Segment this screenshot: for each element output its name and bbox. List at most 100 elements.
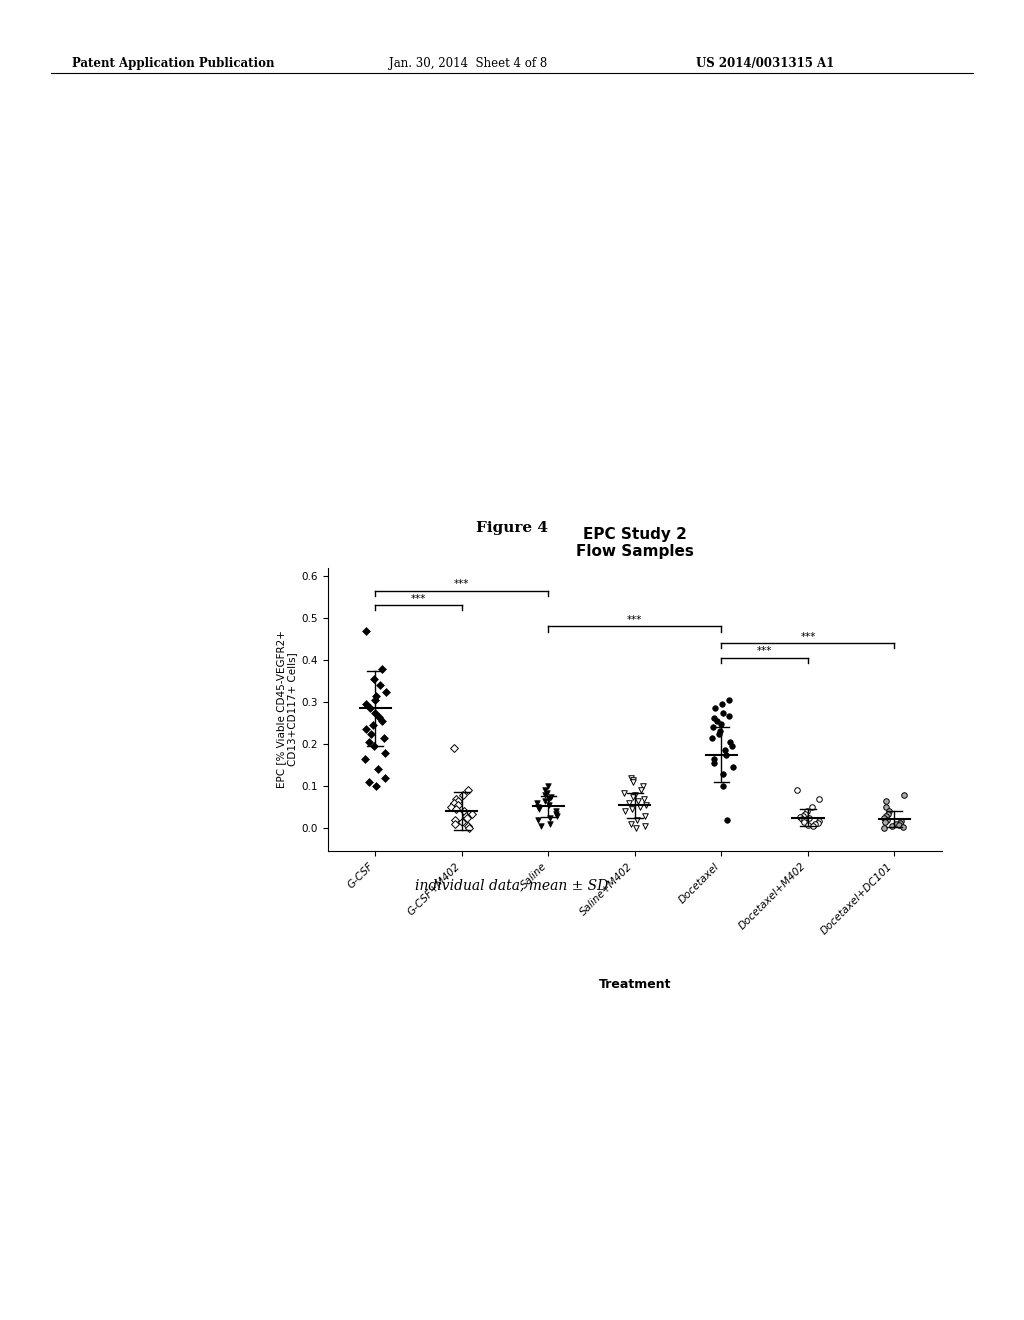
Point bbox=[635, 776, 651, 797]
Point bbox=[707, 698, 723, 719]
Text: ***: *** bbox=[411, 594, 426, 603]
Point bbox=[638, 795, 654, 816]
Point bbox=[715, 702, 731, 723]
Point bbox=[541, 795, 557, 816]
Point bbox=[636, 816, 652, 837]
Point bbox=[633, 780, 649, 801]
Point bbox=[717, 741, 733, 762]
Point bbox=[896, 784, 912, 805]
Point bbox=[630, 791, 646, 812]
Point bbox=[378, 681, 394, 702]
Point bbox=[712, 721, 728, 742]
Point bbox=[542, 813, 558, 834]
Point bbox=[888, 813, 904, 834]
Point bbox=[792, 807, 808, 828]
Point bbox=[538, 780, 554, 801]
Point bbox=[623, 767, 639, 788]
Point bbox=[456, 801, 472, 822]
Point bbox=[455, 784, 471, 805]
Point bbox=[876, 808, 892, 829]
Point bbox=[548, 803, 564, 824]
Point bbox=[893, 810, 909, 832]
Point bbox=[788, 780, 805, 801]
Point bbox=[625, 770, 641, 791]
Point bbox=[446, 809, 463, 830]
Point bbox=[878, 791, 894, 812]
Y-axis label: EPC [% Viable CD45-VEGFR2+
CD13+CD117+ Cells]: EPC [% Viable CD45-VEGFR2+ CD13+CD117+ C… bbox=[275, 631, 297, 788]
Point bbox=[458, 805, 474, 826]
Point bbox=[451, 795, 467, 816]
Point bbox=[706, 717, 722, 738]
Point bbox=[714, 694, 730, 715]
Point bbox=[377, 742, 393, 763]
Point bbox=[722, 731, 738, 752]
Point bbox=[636, 788, 652, 809]
Point bbox=[637, 805, 653, 826]
Text: US 2014/0031315 A1: US 2014/0031315 A1 bbox=[696, 57, 835, 70]
X-axis label: Treatment: Treatment bbox=[599, 978, 671, 991]
Point bbox=[537, 791, 553, 812]
Point bbox=[459, 808, 475, 829]
Point bbox=[627, 784, 643, 805]
Point bbox=[360, 731, 377, 752]
Point bbox=[357, 719, 374, 741]
Point bbox=[724, 756, 740, 777]
Point bbox=[880, 803, 896, 824]
Point bbox=[370, 759, 386, 780]
Point bbox=[529, 797, 546, 818]
Point bbox=[632, 797, 648, 818]
Point bbox=[376, 727, 392, 748]
Text: ***: *** bbox=[454, 579, 469, 589]
Text: Figure 4: Figure 4 bbox=[476, 520, 548, 535]
Point bbox=[539, 781, 555, 803]
Point bbox=[811, 810, 827, 832]
Point bbox=[801, 814, 817, 836]
Point bbox=[706, 708, 722, 729]
Point bbox=[705, 727, 721, 748]
Point bbox=[366, 735, 382, 756]
Point bbox=[362, 723, 379, 744]
Point bbox=[795, 805, 811, 826]
Point bbox=[368, 685, 384, 706]
Title: EPC Study 2
Flow Samples: EPC Study 2 Flow Samples bbox=[575, 527, 694, 560]
Point bbox=[801, 808, 817, 829]
Point bbox=[450, 791, 466, 812]
Point bbox=[628, 817, 644, 838]
Point bbox=[721, 689, 737, 710]
Point bbox=[361, 771, 378, 792]
Point bbox=[374, 657, 390, 678]
Point bbox=[534, 816, 550, 837]
Point bbox=[464, 803, 480, 824]
Point bbox=[625, 771, 641, 792]
Point bbox=[447, 799, 464, 820]
Point bbox=[718, 744, 734, 766]
Point bbox=[892, 813, 908, 834]
Point bbox=[543, 787, 559, 808]
Point bbox=[460, 816, 476, 837]
Text: ***: *** bbox=[627, 615, 643, 624]
Point bbox=[356, 748, 373, 770]
Text: Jan. 30, 2014  Sheet 4 of 8: Jan. 30, 2014 Sheet 4 of 8 bbox=[389, 57, 548, 70]
Point bbox=[622, 792, 638, 813]
Point bbox=[706, 748, 722, 770]
Point bbox=[794, 808, 810, 829]
Point bbox=[796, 809, 812, 830]
Point bbox=[541, 776, 557, 797]
Point bbox=[713, 713, 729, 734]
Point bbox=[365, 714, 381, 735]
Point bbox=[876, 817, 892, 838]
Point bbox=[371, 706, 387, 727]
Point bbox=[541, 788, 557, 809]
Point bbox=[719, 809, 735, 830]
Point bbox=[460, 780, 476, 801]
Point bbox=[529, 809, 546, 830]
Text: Patent Application Publication: Patent Application Publication bbox=[72, 57, 274, 70]
Point bbox=[374, 710, 390, 731]
Point bbox=[804, 797, 820, 818]
Point bbox=[807, 813, 823, 834]
Point bbox=[454, 812, 470, 833]
Point bbox=[447, 813, 464, 834]
Point bbox=[878, 812, 894, 833]
Point bbox=[369, 776, 385, 797]
Point bbox=[367, 702, 383, 723]
